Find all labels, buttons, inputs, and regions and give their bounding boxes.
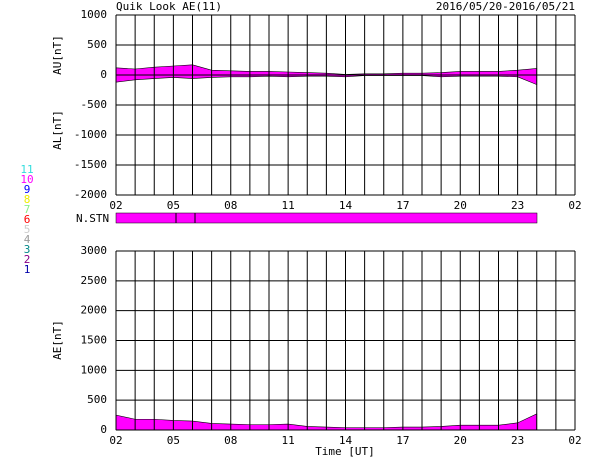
station-number: 7 xyxy=(24,203,31,216)
y-tick-label: 2500 xyxy=(81,274,108,287)
x-tick-label: 05 xyxy=(167,199,180,212)
station-number: 11 xyxy=(20,163,33,176)
x-tick-label: 11 xyxy=(282,199,295,212)
y-tick-label: 1500 xyxy=(81,334,108,347)
chart-title: Quik Look AE(11) xyxy=(116,0,222,13)
station-bar xyxy=(115,212,538,224)
station-number: 8 xyxy=(24,193,31,206)
y-tick-label: 2000 xyxy=(81,304,108,317)
x-tick-label: 17 xyxy=(396,434,409,447)
x-tick-label: 23 xyxy=(511,434,524,447)
x-tick-label: 02 xyxy=(109,199,122,212)
x-tick-label: 20 xyxy=(454,199,467,212)
x-tick-label: 02 xyxy=(568,199,581,212)
x-tick-label: 14 xyxy=(339,199,353,212)
area xyxy=(115,413,538,431)
y-tick-label: 1000 xyxy=(81,8,108,21)
station-label: N.STN xyxy=(76,212,109,225)
x-axis-label: Time [UT] xyxy=(315,445,375,458)
station-number: 10 xyxy=(20,173,33,186)
x-tick-label: 11 xyxy=(282,434,295,447)
y-tick-label: 3000 xyxy=(81,244,108,257)
y-tick-label: 500 xyxy=(87,393,107,406)
x-tick-label: 08 xyxy=(224,434,237,447)
y-tick-label: -500 xyxy=(81,98,108,111)
station-number: 2 xyxy=(24,253,31,266)
y-tick-label: -1000 xyxy=(74,128,107,141)
date-range: 2016/05/20-2016/05/21 xyxy=(436,0,575,13)
x-tick-label: 02 xyxy=(109,434,122,447)
station-number: 5 xyxy=(24,223,31,236)
station-number: 1 xyxy=(24,263,31,276)
y-axis-label: AL[nT] xyxy=(51,110,64,150)
y-axis-label: AE[nT] xyxy=(51,320,64,360)
y-tick-label: 0 xyxy=(100,423,107,436)
x-tick-label: 14 xyxy=(339,434,353,447)
station-number: 6 xyxy=(24,213,31,226)
y-tick-label: -1500 xyxy=(74,158,107,171)
station-number: 3 xyxy=(24,243,31,256)
area xyxy=(115,64,538,76)
y-axis-label: AU[nT] xyxy=(51,35,64,75)
y-tick-label: -2000 xyxy=(74,188,107,201)
y-tick-label: 500 xyxy=(87,38,107,51)
x-tick-label: 23 xyxy=(511,199,524,212)
x-tick-label: 02 xyxy=(568,434,581,447)
x-tick-label: 08 xyxy=(224,199,237,212)
x-tick-label: 17 xyxy=(396,199,409,212)
y-tick-label: 0 xyxy=(100,68,107,81)
station-number: 9 xyxy=(24,183,31,196)
area xyxy=(115,74,538,86)
y-tick-label: 1000 xyxy=(81,363,108,376)
x-tick-label: 20 xyxy=(454,434,467,447)
x-tick-label: 05 xyxy=(167,434,180,447)
station-number: 4 xyxy=(24,233,31,246)
